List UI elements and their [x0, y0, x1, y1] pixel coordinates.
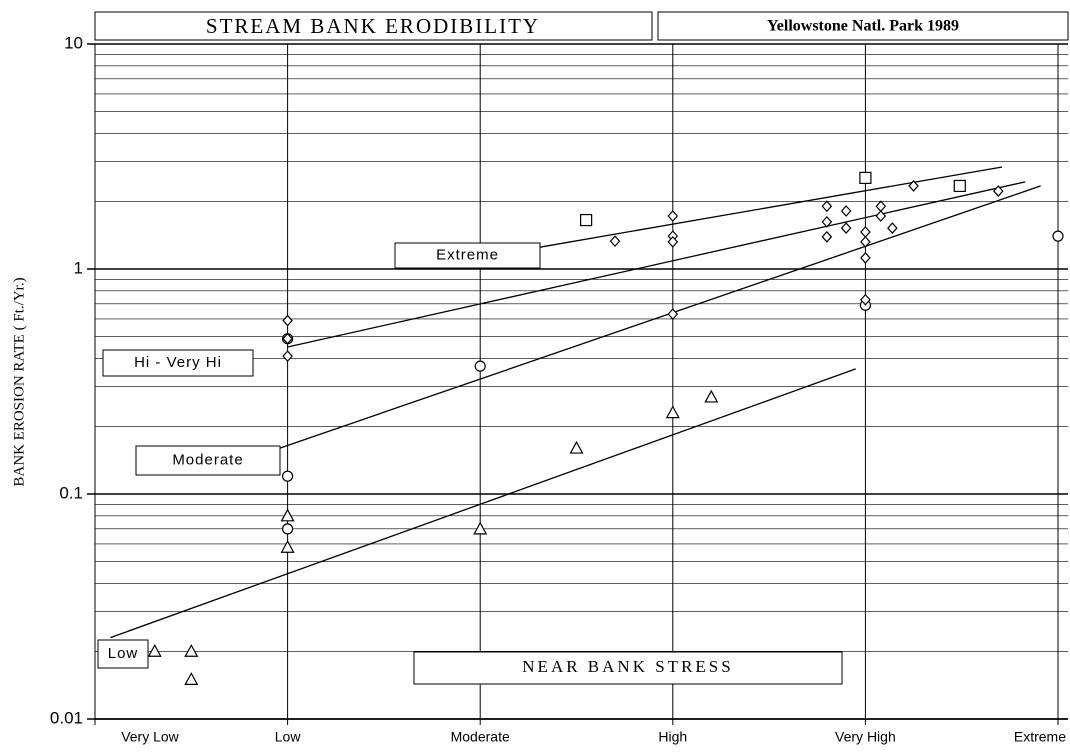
data-point	[667, 210, 679, 222]
data-point	[908, 180, 919, 192]
data-point	[821, 215, 833, 228]
data-point	[821, 200, 833, 213]
y-tick-label: 10	[64, 33, 83, 52]
data-point	[282, 332, 293, 345]
data-point	[147, 644, 162, 657]
data-point	[184, 672, 199, 685]
data-point	[473, 521, 488, 535]
y-tick-label: 0.01	[50, 708, 83, 727]
y-tick-label: 0.1	[59, 483, 83, 502]
chart-title: STREAM BANK ERODIBILITY	[206, 14, 540, 38]
chart-subtitle: Yellowstone Natl. Park 1989	[767, 18, 959, 35]
trend-line	[287, 181, 1026, 348]
x-label-box	[413, 651, 843, 685]
data-point	[282, 523, 294, 535]
data-point	[282, 350, 293, 363]
data-point	[667, 235, 679, 248]
data-point	[580, 213, 593, 227]
trend-label: Extreme	[436, 246, 499, 263]
trend-line	[539, 166, 1003, 248]
data-point	[704, 389, 719, 403]
data-point	[282, 470, 294, 482]
data-point	[840, 205, 852, 217]
data-point	[860, 235, 871, 248]
data-point	[860, 252, 871, 264]
x-tick-label: Moderate	[451, 729, 510, 745]
trend-label-box	[102, 349, 254, 377]
data-point	[184, 644, 199, 657]
data-point	[609, 235, 621, 248]
trend-label-box	[394, 242, 541, 269]
trend-label-box	[135, 445, 281, 476]
data-point	[1052, 230, 1064, 242]
trend-line	[279, 185, 1041, 449]
trend-line	[110, 368, 856, 639]
data-point	[665, 405, 680, 419]
trend-label: Low	[108, 645, 139, 662]
data-point	[875, 200, 887, 213]
trend-label-box	[97, 639, 149, 669]
data-point	[474, 360, 486, 372]
data-point	[992, 185, 1004, 197]
data-point	[860, 293, 871, 306]
subtitle-box	[657, 11, 1069, 41]
data-point	[280, 539, 295, 553]
data-point	[667, 308, 679, 321]
x-tick-label: Very High	[835, 729, 896, 745]
x-tick-label: High	[658, 729, 687, 745]
data-point	[887, 222, 898, 234]
data-point	[569, 440, 584, 454]
y-tick-label: 1	[74, 258, 83, 277]
x-axis-label: NEAR BANK STRESS	[522, 657, 733, 676]
data-point	[953, 179, 966, 193]
trend-label: Hi - Very Hi	[134, 354, 222, 371]
x-tick-label: Very Low	[121, 729, 179, 745]
data-point	[860, 226, 871, 238]
data-point	[859, 171, 872, 185]
y-axis-label: BANK EROSION RATE ( Ft./Yr.)	[11, 277, 27, 486]
data-point	[875, 210, 887, 222]
data-point	[821, 230, 833, 243]
title-box	[94, 11, 653, 41]
data-point	[840, 222, 852, 234]
x-tick-label: Extreme	[1014, 729, 1066, 745]
trend-label: Moderate	[172, 451, 243, 468]
x-tick-label: Low	[275, 729, 302, 745]
data-point	[282, 314, 293, 327]
data-point	[280, 508, 295, 522]
